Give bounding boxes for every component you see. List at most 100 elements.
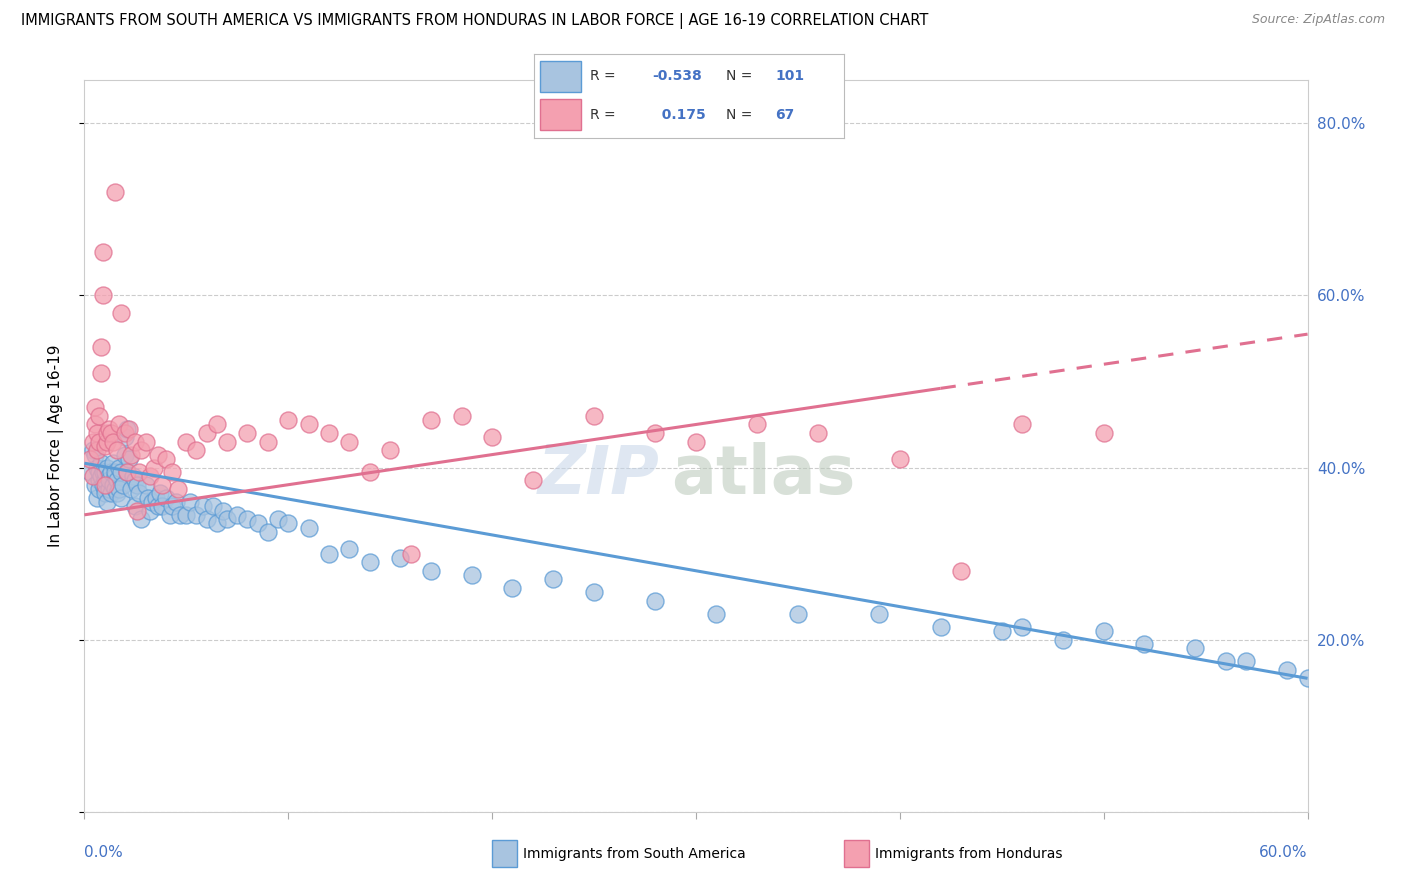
Point bbox=[318, 547, 340, 561]
Point bbox=[1277, 663, 1299, 677]
Point bbox=[1092, 426, 1115, 441]
Point bbox=[93, 482, 117, 496]
Point bbox=[1215, 654, 1237, 668]
Point bbox=[298, 417, 321, 432]
Text: -0.538: -0.538 bbox=[652, 70, 702, 83]
Point bbox=[1184, 641, 1206, 656]
Point bbox=[747, 417, 769, 432]
Point bbox=[359, 555, 381, 569]
Point bbox=[122, 469, 145, 483]
Point bbox=[96, 434, 118, 449]
Point bbox=[86, 460, 108, 475]
Point bbox=[91, 465, 114, 479]
Bar bbox=[540, 99, 581, 130]
Point bbox=[100, 426, 122, 441]
Point bbox=[195, 426, 218, 441]
Point bbox=[110, 305, 132, 319]
Text: 67: 67 bbox=[776, 108, 794, 121]
Point bbox=[155, 451, 177, 466]
Point bbox=[120, 448, 142, 462]
Point bbox=[90, 469, 112, 483]
Point bbox=[205, 417, 228, 432]
Text: ZIP: ZIP bbox=[537, 442, 659, 508]
Point bbox=[787, 607, 810, 621]
Point bbox=[97, 422, 120, 436]
Point bbox=[236, 426, 259, 441]
Text: Immigrants from Honduras: Immigrants from Honduras bbox=[875, 847, 1062, 861]
Point bbox=[115, 422, 138, 436]
Point bbox=[991, 624, 1014, 638]
Point bbox=[138, 469, 160, 483]
Point bbox=[96, 426, 118, 441]
Bar bbox=[540, 62, 581, 92]
Point bbox=[115, 465, 138, 479]
Point bbox=[950, 564, 973, 578]
Point bbox=[83, 417, 105, 432]
Point bbox=[160, 500, 183, 514]
Point bbox=[93, 474, 117, 488]
Text: atlas: atlas bbox=[672, 442, 856, 508]
Point bbox=[90, 340, 112, 354]
Point bbox=[257, 434, 280, 449]
Point bbox=[91, 245, 114, 260]
Point bbox=[160, 465, 183, 479]
Point bbox=[101, 477, 124, 491]
Point bbox=[807, 426, 830, 441]
Point bbox=[100, 486, 122, 500]
Point bbox=[277, 516, 299, 531]
Point bbox=[83, 477, 105, 491]
Point bbox=[169, 508, 191, 522]
Point bbox=[583, 585, 606, 599]
Text: N =: N = bbox=[725, 70, 752, 83]
Text: R =: R = bbox=[591, 70, 616, 83]
Point bbox=[136, 491, 159, 505]
Point bbox=[318, 426, 340, 441]
Point bbox=[86, 426, 108, 441]
Point bbox=[104, 185, 127, 199]
Point bbox=[644, 426, 666, 441]
Point bbox=[176, 508, 198, 522]
Point bbox=[420, 564, 443, 578]
Point bbox=[217, 512, 239, 526]
Point bbox=[1092, 624, 1115, 638]
Point bbox=[110, 491, 132, 505]
Point bbox=[115, 465, 138, 479]
Point bbox=[83, 401, 105, 415]
Point bbox=[82, 443, 104, 458]
Point bbox=[124, 434, 146, 449]
Text: IMMIGRANTS FROM SOUTH AMERICA VS IMMIGRANTS FROM HONDURAS IN LABOR FORCE | AGE 1: IMMIGRANTS FROM SOUTH AMERICA VS IMMIGRA… bbox=[21, 13, 928, 29]
Point bbox=[108, 417, 131, 432]
Point bbox=[108, 482, 131, 496]
Point bbox=[226, 508, 249, 522]
Point bbox=[236, 512, 259, 526]
Point bbox=[201, 500, 224, 514]
Point bbox=[110, 465, 132, 479]
Text: 101: 101 bbox=[776, 70, 804, 83]
Point bbox=[104, 469, 127, 483]
Text: Immigrants from South America: Immigrants from South America bbox=[523, 847, 745, 861]
Point bbox=[339, 542, 361, 557]
Point bbox=[176, 434, 198, 449]
Point bbox=[96, 495, 118, 509]
Point bbox=[87, 434, 110, 449]
Point bbox=[205, 516, 228, 531]
Point bbox=[706, 607, 728, 621]
Point bbox=[869, 607, 891, 621]
Point bbox=[246, 516, 269, 531]
Point bbox=[118, 451, 141, 466]
Point bbox=[179, 495, 201, 509]
Point bbox=[86, 491, 108, 505]
Point bbox=[87, 482, 110, 496]
Point bbox=[97, 469, 120, 483]
Point bbox=[128, 486, 150, 500]
Point bbox=[124, 500, 146, 514]
Point bbox=[127, 477, 149, 491]
Point bbox=[104, 465, 127, 479]
Point bbox=[127, 503, 149, 517]
Text: Source: ZipAtlas.com: Source: ZipAtlas.com bbox=[1251, 13, 1385, 27]
Point bbox=[82, 434, 104, 449]
Point bbox=[93, 477, 117, 491]
Point bbox=[90, 456, 112, 470]
Point bbox=[87, 465, 110, 479]
Text: N =: N = bbox=[725, 108, 752, 121]
